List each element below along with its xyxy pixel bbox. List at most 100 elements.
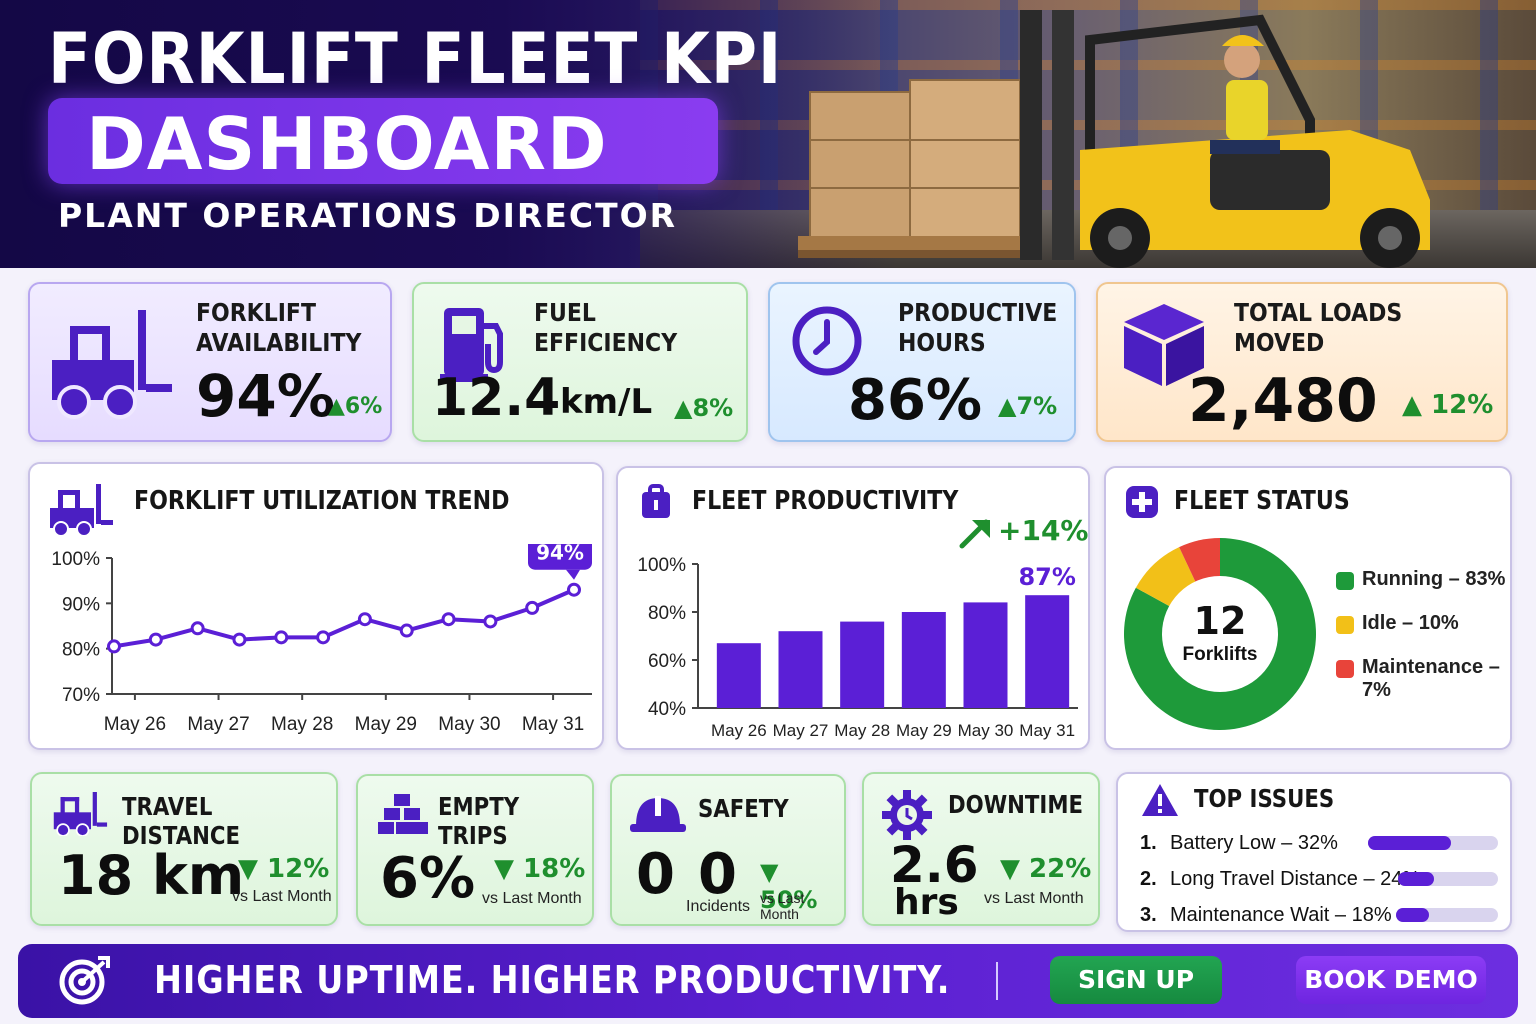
- kpi-label-line1: FORKLIFT: [196, 298, 316, 327]
- bar: [778, 631, 823, 708]
- line-point: [148, 632, 163, 647]
- x-tick-label: May 27: [773, 721, 829, 740]
- line-point: [483, 614, 498, 629]
- y-tick-label: 100%: [51, 549, 100, 570]
- kpi-label-line2: MOVED: [1234, 328, 1325, 357]
- bar-annotation: 87%: [1018, 563, 1075, 591]
- kpi-comparison-note: vs Last Month: [482, 890, 582, 907]
- kpi-delta: ▲8%: [674, 394, 734, 422]
- issue-progress-bar: [1396, 908, 1498, 922]
- kpi-label-line2: AVAILABILITY: [196, 328, 362, 357]
- panel-utilization-trend: FORKLIFT UTILIZATION TREND 70% 80% 90% 100%…: [28, 462, 604, 750]
- kpi-value: 94%: [196, 362, 335, 430]
- footer-tagline: HIGHER UPTIME. HIGHER PRODUCTIVITY.: [154, 958, 951, 1002]
- kpi-value: 2.6: [890, 836, 979, 894]
- y-tick-label: 90%: [62, 594, 100, 615]
- donut-center-value: 12: [1194, 599, 1247, 643]
- x-tick-label: May 30: [958, 721, 1014, 740]
- hard-hat-icon: [630, 796, 686, 832]
- legend-swatch-running: [1336, 572, 1354, 590]
- kpi-card-productive-hours[interactable]: PRODUCTIVE HOURS 86% ▲7%: [768, 282, 1076, 442]
- kpi-value: 12.4: [432, 368, 561, 428]
- panel-title: FLEET STATUS: [1174, 486, 1350, 516]
- kpi-card-fuel[interactable]: FUEL EFFICIENCY 12.4 km/L ▲8%: [412, 282, 748, 442]
- panel-title: FLEET PRODUCTIVITY: [692, 486, 959, 516]
- issue-number: 2.: [1140, 868, 1157, 890]
- kpi-delta: ▼ 50%: [760, 858, 818, 914]
- x-tick-label: May 28: [834, 721, 890, 740]
- plus-square-icon: [1126, 486, 1158, 518]
- issue-progress-bar: [1398, 872, 1498, 886]
- forklift-small-icon: [53, 792, 108, 836]
- clock-icon: [792, 306, 862, 376]
- kpi-label-line2: HOURS: [898, 328, 986, 357]
- x-tick-label: May 26: [104, 714, 166, 735]
- stacked-boxes-icon: [378, 794, 428, 834]
- kpi-title: EMPTY TRIPS: [438, 792, 520, 850]
- kpi-comparison-note: vs Last Month: [984, 890, 1084, 907]
- kpi-value: 86%: [848, 368, 983, 433]
- book-demo-button[interactable]: BOOK DEMO: [1296, 956, 1486, 1004]
- issue-number: 1.: [1140, 832, 1157, 854]
- line-point: [232, 632, 247, 647]
- footer-cta-bar: HIGHER UPTIME. HIGHER PRODUCTIVITY. SIGN…: [18, 944, 1518, 1018]
- y-tick-label: 80%: [648, 603, 686, 624]
- y-tick-label: 80%: [62, 640, 100, 661]
- kpi-label-line1: PRODUCTIVE: [898, 298, 1058, 327]
- kpi-title: SAFETY: [698, 794, 789, 823]
- x-tick-label: May 29: [896, 721, 952, 740]
- x-tick-label: May 29: [355, 714, 417, 735]
- kpi-delta: ▼ 18%: [494, 854, 586, 884]
- line-point: [357, 612, 372, 627]
- kpi-label-line1: TOTAL LOADS: [1234, 298, 1403, 327]
- sign-up-button[interactable]: SIGN UP: [1050, 956, 1222, 1004]
- y-tick-label: 60%: [648, 651, 686, 672]
- legend-swatch-maintenance: [1336, 660, 1354, 678]
- kpi-unit: km/L: [560, 382, 653, 422]
- kpi-card-availability[interactable]: FORKLIFT AVAILABILITY 94% ▲6%: [28, 282, 392, 442]
- kpi-card-travel-distance[interactable]: TRAVEL DISTANCE 18 km ▼ 12% vs Last Mont…: [30, 772, 338, 926]
- kpi-value: 6%: [380, 846, 476, 911]
- fleet-status-donut: 12 Forklifts: [1124, 538, 1316, 730]
- productivity-bar-chart: 40% 60% 80% 100% May 26 May 27 May 28 May 29 Ma…: [637, 555, 1078, 740]
- kpi-delta: ▲6%: [328, 394, 383, 419]
- panel-top-issues: TOP ISSUES 1. Battery Low – 32% 2. Long …: [1116, 772, 1512, 932]
- y-tick-label: 100%: [637, 555, 686, 576]
- x-tick-label: May 30: [438, 714, 500, 735]
- kpi-value: 18 km: [58, 844, 245, 907]
- line-point: [399, 623, 414, 638]
- kpi-delta: ▼ 22%: [1000, 854, 1092, 884]
- kpi-card-safety[interactable]: SAFETY 0 0 Incidents ▼ 50% vs Last Month: [610, 774, 846, 926]
- issue-progress-fill: [1398, 872, 1434, 886]
- line-point: [274, 630, 289, 645]
- bar: [1025, 595, 1070, 708]
- issue-progress-bar: [1368, 836, 1498, 850]
- panel-fleet-productivity: FLEET PRODUCTIVITY +14% 40% 60% 80% 100% Ma…: [616, 466, 1090, 750]
- footer-divider: [996, 962, 998, 1000]
- kpi-value-secondary: 0: [698, 842, 737, 907]
- productivity-trend-label: +14%: [998, 514, 1089, 547]
- line-point: [190, 621, 205, 636]
- issue-label: Long Travel Distance – 24%: [1170, 868, 1421, 890]
- trend-arrow-icon: [959, 519, 990, 549]
- line-point: [525, 600, 540, 615]
- kpi-value: 2,480: [1188, 366, 1378, 436]
- bar: [901, 612, 946, 708]
- pallet-boxes: [798, 79, 1028, 258]
- kpi-card-total-loads[interactable]: TOTAL LOADS MOVED 2,480 ▲ 12%: [1096, 282, 1508, 442]
- hero-banner: FORKLIFT FLEET KPI DASHBOARD PLANT OPERA…: [0, 0, 1536, 268]
- bar: [840, 621, 885, 708]
- dashboard-title-line2: DASHBOARD: [86, 102, 608, 186]
- legend-label-idle: Idle – 10%: [1362, 612, 1459, 634]
- bar: [963, 602, 1008, 708]
- kpi-card-downtime[interactable]: DOWNTIME 2.6 hrs ▼ 22% vs Last Month: [862, 772, 1100, 926]
- issue-progress-fill: [1396, 908, 1429, 922]
- fuel-pump-icon: [440, 308, 503, 382]
- kpi-card-empty-trips[interactable]: EMPTY TRIPS 6% ▼ 18% vs Last Month: [356, 774, 594, 926]
- x-tick-label: May 31: [1019, 721, 1075, 740]
- warning-triangle-icon: [1142, 784, 1178, 816]
- issue-number: 3.: [1140, 904, 1157, 926]
- kpi-delta: ▲7%: [998, 392, 1058, 420]
- gear-icon: [882, 790, 932, 840]
- y-tick-label: 40%: [648, 699, 686, 720]
